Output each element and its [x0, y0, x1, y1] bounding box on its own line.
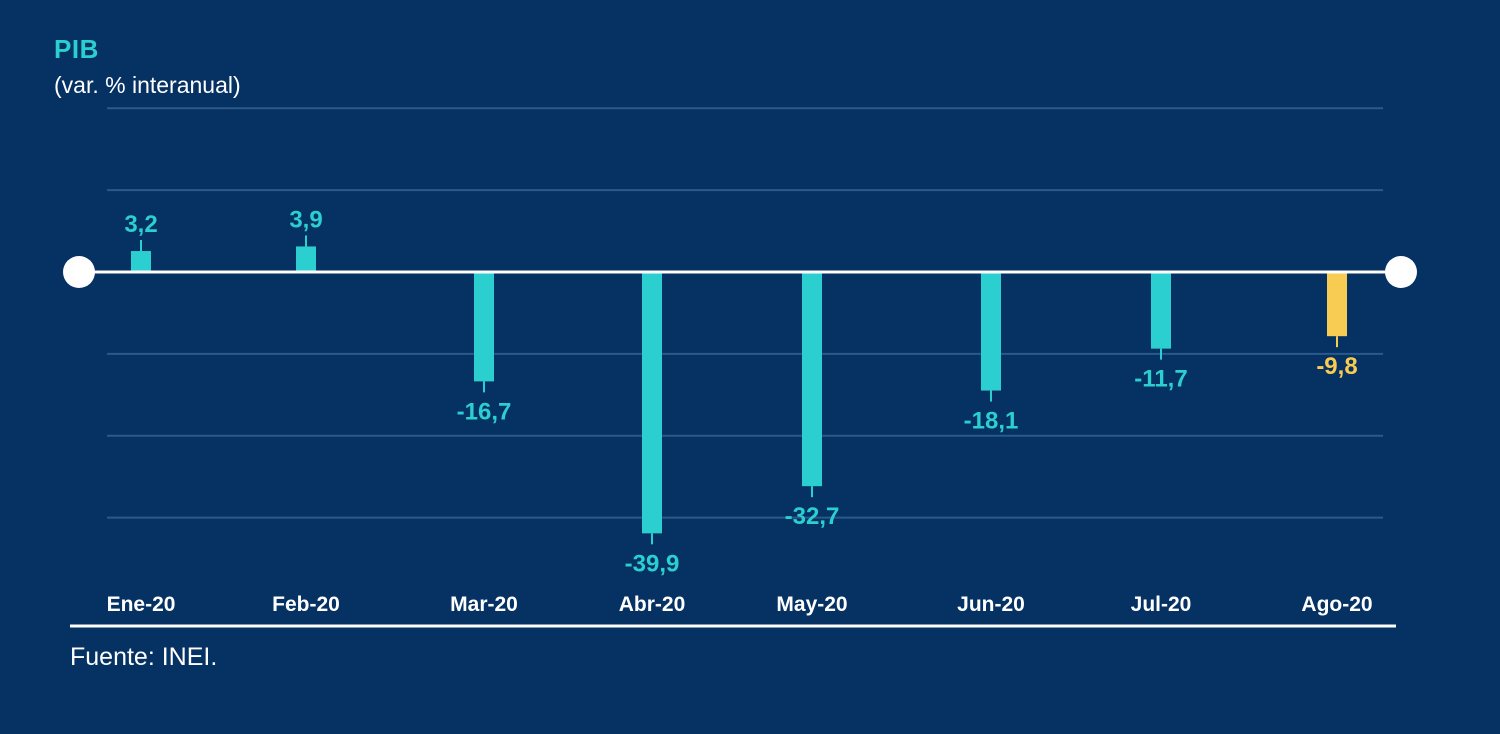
data-label: -11,7: [1134, 366, 1187, 393]
data-label: 3,2: [124, 211, 157, 238]
source-note: Fuente: INEI.: [70, 643, 218, 671]
bar: [1151, 272, 1171, 349]
x-tick-label: Feb-20: [272, 593, 340, 616]
axis-end-marker: [63, 256, 95, 288]
x-tick-label: Ago-20: [1301, 593, 1372, 616]
bar: [642, 272, 662, 534]
data-label: -32,7: [785, 503, 840, 530]
data-label: 3,9: [289, 206, 322, 233]
bar: [981, 272, 1001, 391]
bar: [802, 272, 822, 487]
chart-subtitle: (var. % interanual): [54, 72, 241, 98]
bar: [296, 246, 316, 272]
data-label: -9,8: [1316, 353, 1357, 380]
x-tick-label: Jun-20: [957, 593, 1025, 616]
data-label: -39,9: [625, 550, 680, 577]
chart-title: PIB: [54, 34, 99, 64]
x-tick-label: Ene-20: [107, 593, 176, 616]
axis-end-marker: [1385, 256, 1417, 288]
data-label: -18,1: [964, 408, 1019, 435]
x-tick-label: Mar-20: [450, 593, 518, 616]
bar: [131, 251, 151, 272]
bar: [1327, 272, 1347, 337]
bar: [474, 272, 494, 382]
x-tick-label: Abr-20: [619, 593, 686, 616]
data-label: -16,7: [457, 398, 512, 425]
x-tick-label: May-20: [776, 593, 847, 616]
x-tick-label: Jul-20: [1131, 593, 1192, 616]
